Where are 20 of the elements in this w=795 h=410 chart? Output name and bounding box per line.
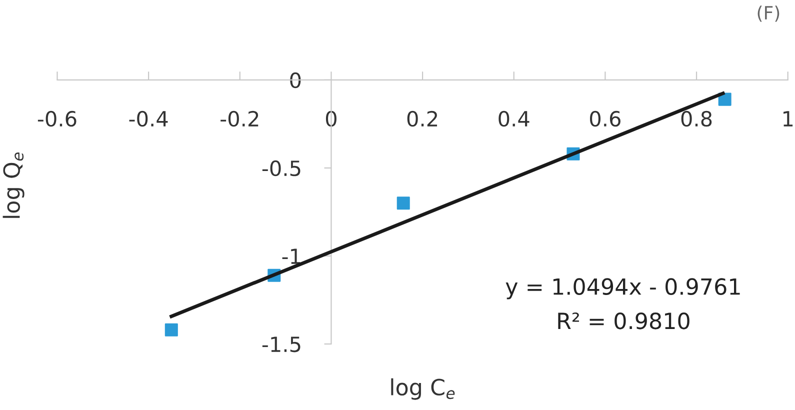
x-tick-label: 0.8 xyxy=(681,110,712,127)
x-tick-label: 0.6 xyxy=(590,110,620,127)
point xyxy=(396,196,410,210)
annotation: R² = 0.9810 xyxy=(558,312,690,330)
y-tick-label: -0.5 xyxy=(262,160,300,176)
x-tick-label: 0.4 xyxy=(498,110,530,127)
x-tick-label: -0.6 xyxy=(38,110,76,127)
y-tick-label: -1.5 xyxy=(262,336,300,352)
annotation: y = 1.0494x - 0.9761 xyxy=(506,278,740,300)
y-axis-title: log Q$_{e}$ xyxy=(2,152,24,218)
point xyxy=(164,323,178,336)
x-tick-label: 1 xyxy=(784,111,793,126)
x-tick-label: 0 xyxy=(326,110,336,127)
y-tick-label: -1 xyxy=(282,248,300,264)
text: (F) xyxy=(758,6,780,22)
x-tick-label: 0.2 xyxy=(407,110,438,127)
x-axis-title: log C$_{e}$ xyxy=(391,378,455,400)
x-tick-label: -0.2 xyxy=(220,110,258,127)
point xyxy=(718,92,732,106)
x-tick-label: -0.4 xyxy=(129,110,168,127)
